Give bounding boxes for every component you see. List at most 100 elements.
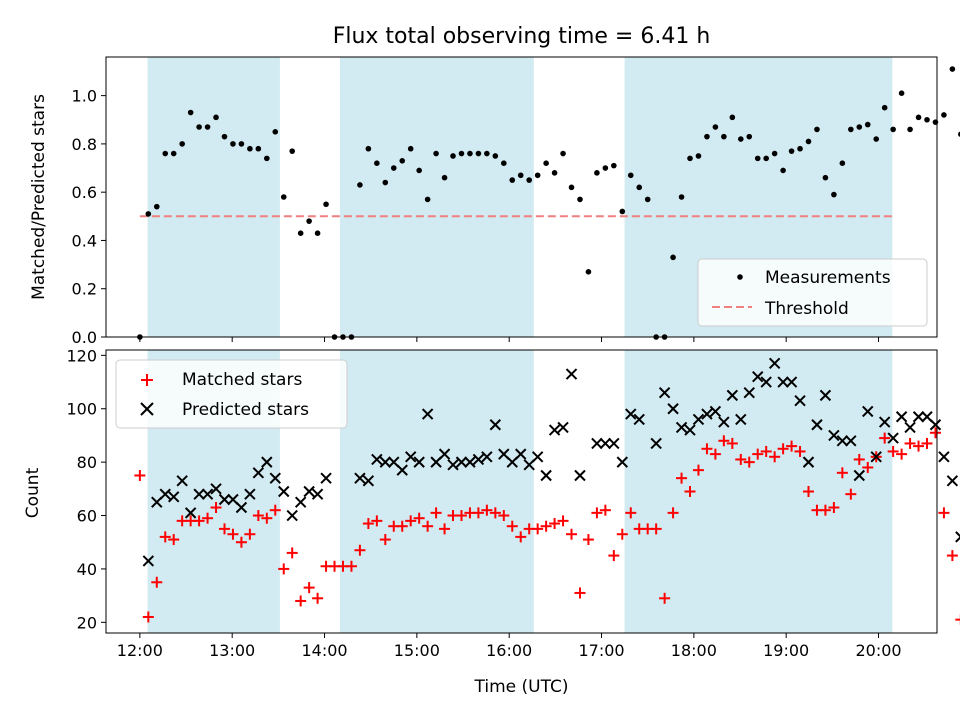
matched-star-point — [769, 451, 781, 463]
y-tick-label: 0.0 — [72, 328, 97, 347]
cross-a — [955, 531, 960, 538]
cross-b — [218, 493, 231, 506]
measurement-point — [187, 109, 194, 116]
measurement-point — [678, 194, 685, 200]
measurement-point — [289, 148, 296, 154]
predicted-star-point — [201, 488, 214, 500]
measurement-point — [839, 160, 846, 167]
measurement-point — [179, 141, 185, 147]
predicted-star-point — [159, 488, 171, 500]
predicted-star-point — [777, 376, 789, 388]
matched-star-point — [532, 523, 544, 535]
measurement-point — [568, 184, 575, 191]
predicted-star-point — [802, 456, 815, 468]
cross-b — [709, 405, 722, 418]
measurement-point — [314, 230, 321, 237]
matched-star-point — [269, 504, 281, 516]
cross-b — [201, 488, 214, 500]
cross-b — [244, 488, 256, 500]
matched-star-point — [168, 534, 180, 546]
measurement-point — [424, 196, 431, 203]
matched-star-point — [379, 534, 391, 546]
measurement-point — [247, 145, 253, 152]
matched-star-point — [261, 512, 273, 524]
matched-star-point — [845, 488, 857, 500]
predicted-star-point — [489, 419, 502, 431]
measurement-point — [238, 141, 245, 147]
matched-star-point — [819, 504, 831, 516]
predicted-star-point — [870, 451, 882, 463]
predicted-star-point — [946, 475, 959, 487]
predicted-star-point — [828, 429, 840, 442]
top-y-axis-label: Matched/Predicted stars — [29, 94, 49, 300]
cross-b — [785, 376, 798, 388]
cross-b — [811, 419, 823, 431]
matched-star-point — [625, 507, 637, 519]
cross-b — [625, 408, 637, 420]
cross-b — [946, 475, 959, 487]
measurement-point — [170, 150, 177, 157]
measurement-point — [780, 167, 786, 174]
cross-b — [929, 419, 942, 431]
measurement-point — [374, 160, 380, 167]
predicted-star-point — [878, 416, 891, 428]
cross-b — [718, 416, 730, 428]
matched-star-point — [405, 515, 417, 527]
cross-b — [447, 459, 459, 471]
matched-star-point — [786, 440, 798, 452]
predicted-star-point — [853, 469, 865, 482]
predicted-star-point — [701, 408, 713, 420]
measurement-point — [255, 145, 262, 152]
measurement-point — [467, 150, 473, 157]
matched-star-point — [667, 507, 679, 519]
cross-b — [912, 411, 925, 423]
y-tick-label: 0.8 — [72, 135, 97, 154]
cross-b — [591, 437, 603, 450]
measurement-point — [670, 254, 676, 261]
y-tick-label: 0.2 — [72, 280, 97, 299]
cross-b — [853, 469, 865, 482]
cross-b — [371, 453, 383, 466]
cross-b — [684, 424, 696, 436]
predicted-star-point — [311, 488, 324, 500]
cross-b — [675, 421, 688, 434]
measurement-point — [501, 160, 507, 167]
measurement-point — [915, 114, 922, 121]
legend-predicted-label: Predicted stars — [182, 400, 309, 420]
predicted-star-point — [726, 389, 739, 402]
predicted-star-point — [176, 475, 188, 487]
predicted-star-point — [320, 472, 332, 484]
cross-b — [294, 496, 307, 508]
x-tick-label: 14:00 — [301, 641, 347, 660]
matched-star-point — [599, 504, 611, 516]
matched-star-point — [396, 520, 408, 532]
predicted-star-point — [168, 491, 180, 503]
matched-star-point — [752, 448, 764, 460]
x-tick-label: 15:00 — [394, 641, 440, 660]
predicted-star-point — [294, 496, 307, 508]
predicted-star-point — [548, 424, 561, 436]
predicted-star-point — [938, 451, 950, 463]
cross-b — [515, 448, 527, 460]
predicted-star-point — [845, 435, 857, 447]
matched-star-point — [879, 432, 891, 444]
y-tick-label: 120 — [66, 346, 97, 365]
predicted-star-point — [252, 467, 265, 479]
matched-star-point — [159, 531, 171, 543]
predicted-star-point — [472, 453, 485, 466]
cross-b — [252, 467, 265, 479]
cross-b — [303, 485, 315, 498]
predicted-star-point — [862, 405, 874, 418]
x-tick-label: 12:00 — [117, 641, 163, 660]
matched-star-point — [549, 518, 561, 530]
cross-b — [836, 435, 849, 447]
measurement-point — [162, 150, 169, 157]
matched-star-point — [921, 437, 933, 449]
measurement-point — [551, 170, 558, 176]
cross-b — [777, 376, 789, 388]
matched-star-point — [913, 440, 925, 452]
cross-b — [379, 456, 392, 468]
measurement-point — [280, 194, 287, 200]
legend-threshold-label: Threshold — [764, 299, 849, 319]
cross-b — [650, 437, 662, 450]
